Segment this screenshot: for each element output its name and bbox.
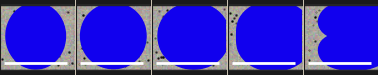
- Polygon shape: [319, 1, 378, 71]
- Polygon shape: [6, 3, 65, 69]
- Polygon shape: [237, 1, 314, 71]
- Polygon shape: [81, 3, 146, 69]
- Polygon shape: [158, 3, 229, 69]
